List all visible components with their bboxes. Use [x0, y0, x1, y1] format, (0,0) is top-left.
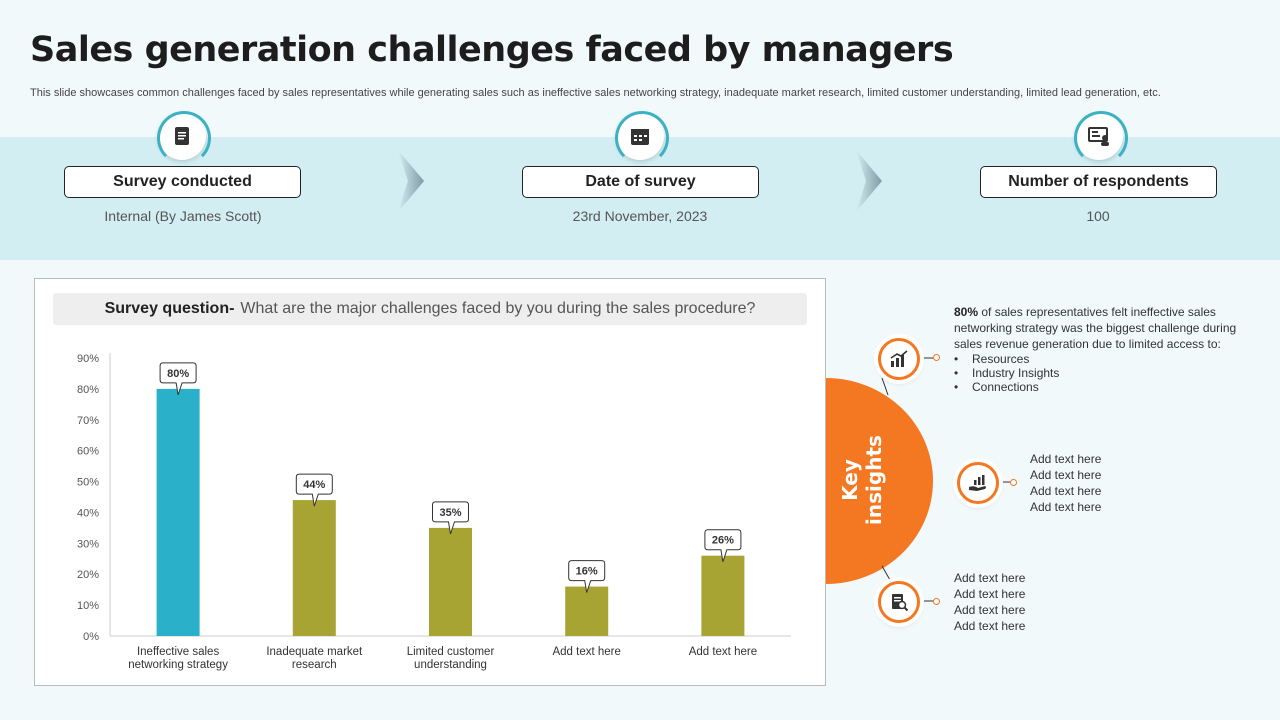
y-tick-label: 50% [77, 477, 99, 489]
data-label-callout [568, 560, 606, 593]
list-item: Resources [954, 352, 1244, 366]
insight-connectors [881, 357, 1010, 602]
survey-question: Survey question- What are the major chal… [53, 293, 807, 325]
y-tick-label: 40% [77, 507, 99, 519]
list-item: Add text here [954, 587, 1026, 601]
connector-dot [933, 598, 940, 605]
list-item: Connections [954, 380, 1244, 394]
insight-2-text: Add text here Add text here Add text her… [1030, 451, 1101, 515]
y-tick-label: 80% [77, 384, 99, 396]
x-tick-label: Add text here [689, 646, 757, 658]
x-tick-label: Limited customer [407, 646, 495, 658]
connector-dot [1010, 479, 1017, 486]
connector-dot [933, 354, 940, 361]
clipboard-icon [158, 112, 206, 160]
list-item: Add text here [1030, 484, 1102, 498]
data-label: 80% [167, 368, 189, 380]
survey-question-prefix: Survey question- [104, 300, 235, 317]
date-of-survey-label: Date of survey [522, 166, 759, 198]
bar [292, 500, 336, 636]
page-subtitle: This slide showcases common challenges f… [30, 87, 1161, 99]
data-label-callout [704, 529, 742, 562]
survey-conducted-label: Survey conducted [64, 166, 301, 198]
data-label-callout [432, 501, 469, 535]
growth-chart-icon [878, 338, 920, 380]
y-tick-label: 60% [77, 446, 99, 458]
survey-conducted-value: Internal (By James Scott) [104, 208, 262, 224]
bar [565, 586, 609, 636]
bar [701, 555, 745, 636]
chevron-right-icon [856, 150, 882, 212]
chevron-right-icon [398, 150, 424, 212]
data-label-callout [295, 473, 333, 507]
data-label: 26% [712, 535, 734, 547]
survey-question-text: What are the major challenges faced by y… [240, 300, 756, 317]
data-label: 44% [303, 479, 325, 491]
list-item: Industry Insights [954, 366, 1244, 380]
y-tick-label: 30% [77, 538, 99, 550]
insight-3-text: Add text here Add text here Add text her… [954, 570, 1025, 634]
insight-1-text: 80% of sales representatives felt ineffe… [954, 304, 1244, 394]
list-item: Add text here [954, 603, 1026, 617]
data-label-callout [159, 362, 197, 396]
x-tick-label: Add text here [552, 646, 620, 658]
key-insights-semicircle [826, 378, 933, 584]
list-item: Add text here [954, 571, 1026, 585]
y-tick-label: 10% [77, 600, 99, 612]
insight-1-bullets: Resources Industry Insights Connections [954, 352, 1244, 394]
report-icon [878, 581, 920, 623]
x-tick-label: networking strategy [128, 659, 228, 671]
x-tick-label: research [292, 659, 337, 671]
hand-chart-icon [957, 462, 999, 504]
y-tick-label: 0% [83, 631, 99, 643]
chart-panel: Survey question- What are the major chal… [34, 278, 826, 686]
data-label: 16% [576, 566, 598, 578]
y-tick-label: 70% [77, 415, 99, 427]
x-tick-label: understanding [414, 659, 487, 671]
list-item: Add text here [1030, 500, 1102, 514]
bar [156, 388, 200, 636]
x-tick-label: Inadequate market [266, 646, 363, 658]
date-of-survey-value: 23rd November, 2023 [572, 208, 708, 224]
y-tick-label: 20% [77, 569, 99, 581]
list-item: Add text here [954, 619, 1026, 633]
list-item: Add text here [1030, 468, 1102, 482]
y-tick-label: 90% [77, 353, 99, 365]
bar-chart: 0% 10% 20% 30% 40% 50% 60% 70% 80% 90% 80% Ineffect… [77, 353, 791, 671]
x-tick-label: Ineffective sales [137, 646, 220, 658]
page-title: Sales generation challenges faced by man… [30, 30, 954, 70]
calendar-icon [616, 112, 664, 160]
number-of-respondents-value: 100 [1086, 208, 1110, 224]
list-item: Add text here [1030, 452, 1102, 466]
bar [429, 527, 472, 636]
data-label: 35% [439, 507, 461, 519]
respondents-icon [1075, 112, 1123, 160]
number-of-respondents-label: Number of respondents [980, 166, 1217, 198]
